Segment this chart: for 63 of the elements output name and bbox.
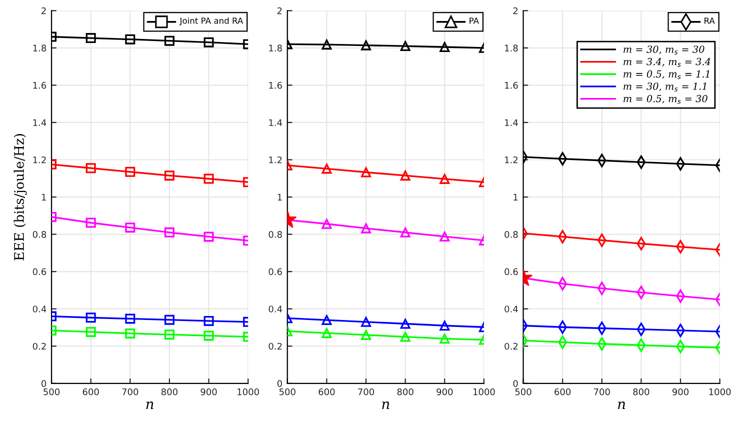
y-tick-label: 1	[514, 194, 518, 200]
y-tick-label: 1.8	[269, 44, 282, 52]
x-tick-label: 700	[358, 388, 374, 396]
x-tick-label: 500	[44, 388, 60, 396]
x-tick-label: 1000	[709, 388, 731, 396]
y-tick-label: 1.2	[269, 156, 282, 164]
y-tick-label: 1.8	[505, 44, 518, 52]
y-tick-label: 0.4	[504, 306, 518, 312]
y-tick-label: 1.6	[33, 82, 46, 89]
legend-title: PA	[470, 18, 479, 24]
y-tick-label: 0	[513, 380, 518, 387]
x-tick-label: 900	[672, 388, 689, 396]
x-tick-label: 600	[318, 388, 335, 396]
y-tick-label: 0.2	[32, 342, 46, 350]
y-tick-label: 0.2	[504, 342, 518, 350]
y-axis-title: EEE (bits/joule/Hz)	[14, 134, 27, 260]
x-tick-label: 600	[82, 388, 99, 396]
x-tick-label: 600	[554, 388, 571, 396]
x-tick-label: 800	[397, 388, 414, 396]
y-tick-label: 1.4	[505, 119, 518, 126]
y-tick-label: 2	[277, 7, 282, 14]
y-tick-label: 0.8	[32, 231, 46, 238]
y-tick-label: 1.6	[505, 82, 518, 89]
x-tick-label: 700	[122, 388, 138, 396]
legend-label: m = 30, m$_{s}$ = 1.1	[624, 82, 706, 92]
legend-label: m = 0.5, m$_{s}$ = 30	[624, 94, 708, 104]
x-tick-label: 900	[200, 388, 217, 396]
y-tick-label: 0.8	[268, 231, 282, 238]
y-tick-label: 1.8	[33, 44, 46, 52]
y-tick-label: 2	[42, 7, 46, 14]
y-tick-label: 0.8	[504, 231, 518, 238]
y-tick-label: 1.6	[269, 82, 282, 89]
x-tick-label: 1000	[238, 388, 259, 396]
y-tick-label: 0.6	[504, 268, 518, 276]
y-tick-label: 2	[513, 7, 518, 14]
y-tick-label: 1	[278, 194, 282, 200]
legend-label: m = 0.5, m$_{s}$ = 1.1	[624, 70, 710, 80]
legend-title: Joint PA and RA	[179, 17, 244, 26]
x-tick-label: 800	[161, 388, 178, 396]
x-tick-label: 800	[633, 388, 650, 396]
y-tick-label: 0.4	[268, 306, 282, 312]
x-tick-label: 1000	[473, 388, 495, 396]
x-axis-title: n	[146, 402, 154, 409]
legend-label: m = 30, m$_{s}$ = 30	[624, 46, 704, 54]
x-tick-label: 900	[436, 388, 453, 396]
y-tick-label: 0.2	[268, 342, 282, 350]
y-tick-label: 0.6	[32, 268, 46, 276]
y-tick-label: 1	[42, 194, 46, 200]
y-tick-label: 0	[277, 380, 282, 387]
legend-title: RA	[704, 18, 715, 24]
x-tick-label: 500	[515, 388, 532, 396]
x-tick-label: 500	[279, 388, 296, 396]
y-tick-label: 1.2	[505, 156, 518, 164]
x-tick-label: 700	[594, 388, 610, 396]
x-axis-title: n	[618, 402, 626, 409]
y-tick-label: 0.6	[268, 268, 282, 276]
y-tick-label: 0	[42, 380, 46, 387]
y-tick-label: 1.4	[33, 119, 46, 126]
y-tick-label: 1.2	[33, 156, 46, 164]
x-axis-title: n	[382, 402, 390, 409]
y-tick-label: 0.4	[32, 306, 46, 312]
y-tick-label: 1.4	[269, 119, 282, 126]
legend-label: m = 3.4, m$_{s}$ = 3.4	[624, 58, 710, 67]
